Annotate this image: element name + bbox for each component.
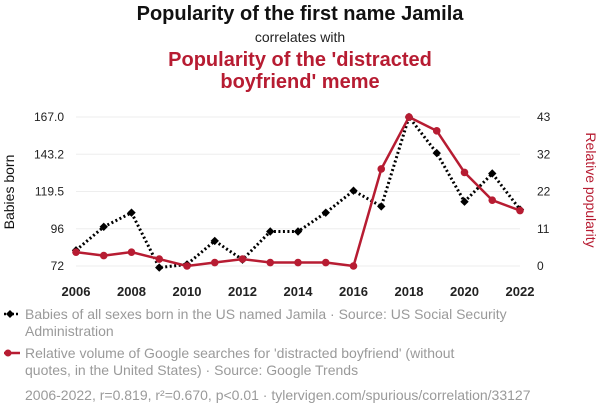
- x-tick-label: 2008: [117, 284, 146, 299]
- legend-entry-babies: Babies of all sexes born in the US named…: [4, 306, 507, 339]
- y-right-tick-label: 43: [537, 110, 551, 124]
- x-tick-label: 2010: [173, 284, 202, 299]
- data-point-meme: [155, 255, 164, 263]
- data-point-meme: [210, 258, 219, 267]
- data-point-babies: [210, 236, 219, 246]
- data-point-babies: [127, 208, 136, 217]
- data-point-meme: [266, 258, 275, 267]
- y-left-axis-label: Babies born: [1, 155, 17, 230]
- data-point-babies: [377, 202, 386, 211]
- x-tick-label: 2006: [62, 284, 91, 299]
- data-point-babies: [488, 169, 497, 178]
- legend-text-meme-line-1: Relative volume of Google searches for '…: [25, 345, 455, 361]
- data-point-meme: [516, 206, 524, 215]
- legend-marker-meme: [4, 349, 12, 357]
- legend-text-babies-line-1: Babies of all sexes born in the US named…: [25, 306, 507, 322]
- y-right-tick-label: 0: [537, 259, 544, 273]
- chart-subtitle-line-2: boyfriend' meme: [220, 71, 379, 93]
- chart-title: Popularity of the first name Jamila: [137, 3, 465, 25]
- data-point-meme: [238, 255, 247, 263]
- data-point-meme: [99, 251, 108, 260]
- data-point-babies: [155, 263, 164, 272]
- x-tick-label: 2022: [506, 284, 535, 299]
- data-point-meme: [405, 113, 413, 121]
- axes: 72 0 96 11 119.5 22 143.2 32 167.0 43 2006 2008 2010…: [34, 110, 551, 299]
- y-left-tick-label: 143.2: [34, 147, 64, 161]
- data-point-babies: [321, 208, 330, 217]
- y-right-tick-label: 32: [537, 147, 551, 161]
- chart-connector: correlates with: [255, 29, 345, 45]
- data-point-babies: [99, 222, 108, 231]
- data-point-babies: [432, 148, 441, 158]
- x-tick-label: 2012: [228, 284, 257, 299]
- data-point-babies: [460, 197, 469, 206]
- y-left-tick-label: 96: [51, 222, 65, 236]
- footer-stats: 2006-2022, r=0.819, r²=0.670, p<0.01 · t…: [25, 387, 531, 403]
- data-point-meme: [377, 165, 386, 173]
- legend-text-meme-line-2: quotes, in the United States) · Source: …: [25, 362, 358, 378]
- legend-entry-meme: Relative volume of Google searches for '…: [4, 345, 455, 378]
- data-point-babies: [349, 186, 358, 195]
- data-point-meme: [294, 258, 302, 267]
- data-point-meme: [72, 248, 80, 256]
- x-tick-label: 2018: [395, 284, 424, 299]
- data-point-meme: [488, 196, 497, 204]
- x-tick-label: 2020: [450, 284, 479, 299]
- x-tick-label: 2016: [339, 284, 368, 299]
- data-point-meme: [460, 168, 469, 177]
- y-right-tick-label: 11: [537, 222, 550, 236]
- y-left-tick-label: 119.5: [35, 185, 64, 199]
- grid: [76, 116, 520, 267]
- series: [71, 112, 525, 272]
- y-left-tick-label: 72: [51, 259, 65, 273]
- series-line-babies: [75, 115, 522, 270]
- data-point-meme: [183, 262, 191, 270]
- data-point-meme: [127, 248, 136, 256]
- data-point-meme: [349, 262, 358, 270]
- x-tick-label: 2014: [284, 284, 314, 299]
- y-left-tick-label: 167.0: [34, 110, 64, 124]
- data-point-meme: [321, 258, 330, 267]
- y-right-axis-label: Relative popularity: [583, 132, 599, 247]
- y-right-tick-label: 22: [537, 185, 551, 199]
- data-point-babies: [266, 227, 275, 236]
- data-point-meme: [432, 127, 441, 135]
- legend-marker-babies: [6, 310, 14, 318]
- legend-text-babies-line-2: Administration: [25, 323, 114, 339]
- legend: Babies of all sexes born in the US named…: [4, 306, 507, 378]
- data-point-babies: [293, 227, 303, 236]
- chart-subtitle-line-1: Popularity of the 'distracted: [168, 49, 432, 71]
